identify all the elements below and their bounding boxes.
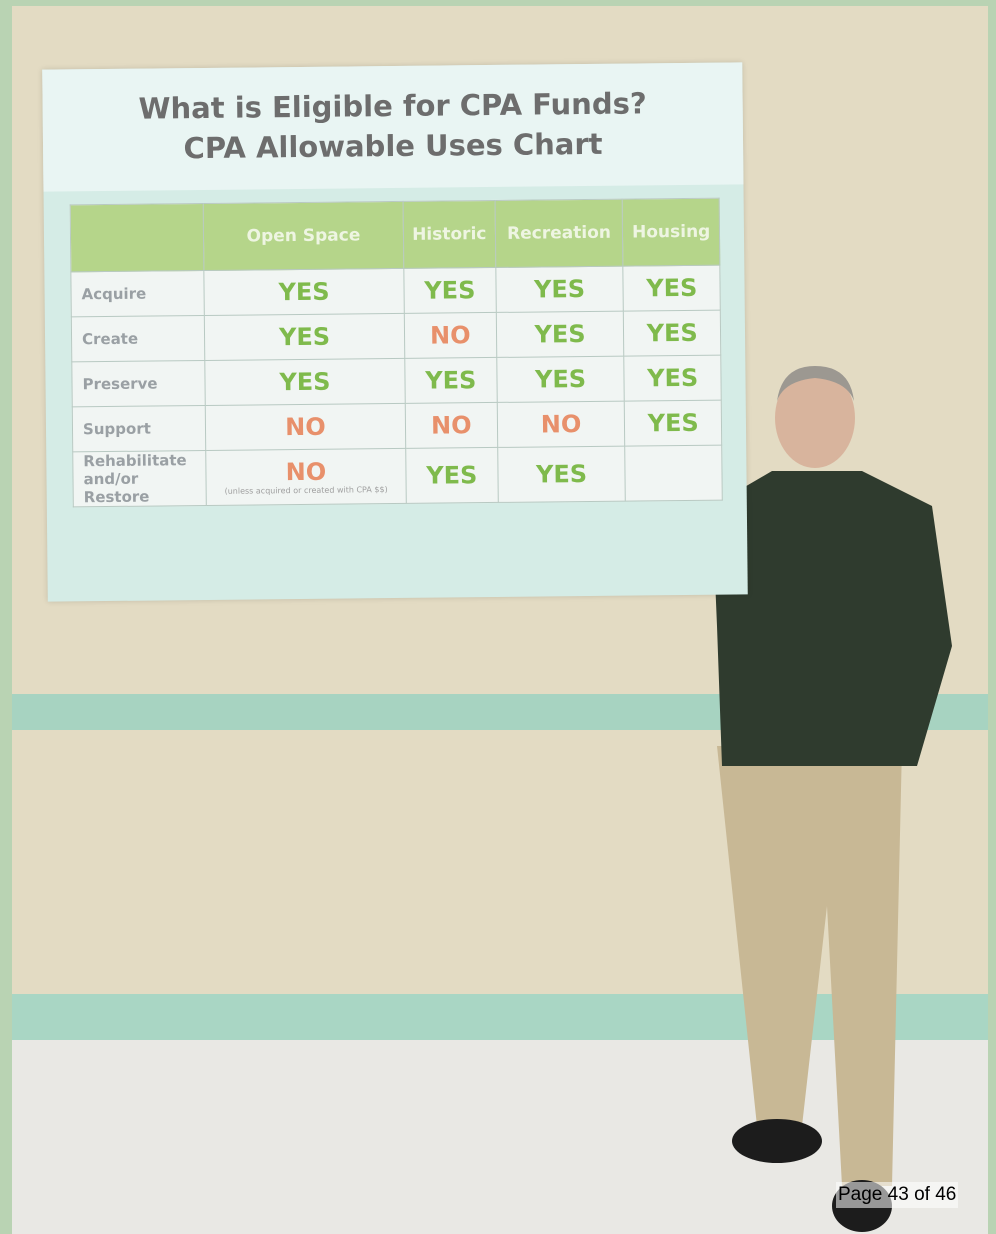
table-cell: YES — [405, 357, 497, 403]
table-cell: YES — [204, 313, 404, 360]
cell-value: YES — [424, 276, 475, 305]
title-line: CPA Allowable Uses Chart — [43, 122, 743, 169]
cell-value: YES — [535, 365, 586, 394]
table-cell: YES — [496, 266, 624, 312]
table-cell: NO — [205, 403, 405, 450]
table-cell: YES — [624, 355, 721, 401]
corner-cell — [70, 204, 204, 272]
table-row: Create YES NO YES YES — [71, 310, 720, 362]
cell-value: YES — [536, 460, 587, 489]
cell-value: NO — [431, 411, 472, 439]
cell-value: YES — [426, 461, 477, 490]
projected-slide: What is Eligible for CPA Funds? CPA Allo… — [42, 62, 748, 601]
table-cell: YES — [623, 265, 720, 311]
table-cell: YES — [496, 356, 624, 402]
cell-value: YES — [646, 274, 697, 303]
table-cell: NO — [497, 401, 625, 447]
column-header: Historic — [403, 200, 495, 268]
cell-value: NO — [285, 413, 326, 441]
table-row: Preserve YES YES YES YES — [72, 355, 721, 407]
row-label: Create — [71, 315, 204, 361]
table-cell: YES — [496, 311, 624, 357]
table-row: Support NO NO NO YES — [72, 400, 721, 452]
cell-value: NO — [286, 458, 327, 486]
table-cell: YES — [204, 268, 404, 315]
page: What is Eligible for CPA Funds? CPA Allo… — [0, 0, 996, 1234]
cell-value: NO — [430, 321, 471, 349]
row-label: Rehabilitate and/or Restore — [73, 450, 207, 506]
cell-value: YES — [425, 366, 476, 395]
table-cell: YES — [624, 310, 721, 356]
row-label: Acquire — [71, 270, 204, 316]
cell-value: YES — [647, 409, 698, 438]
table-cell: YES — [406, 447, 498, 503]
cell-value: YES — [279, 323, 330, 352]
slide-title: What is Eligible for CPA Funds? CPA Allo… — [42, 62, 743, 191]
column-header: Housing — [623, 198, 720, 266]
row-label: Support — [72, 405, 205, 451]
column-header: Open Space — [203, 201, 404, 270]
cell-value: YES — [534, 320, 585, 349]
table-cell: NO — [405, 402, 497, 448]
table-cell: YES — [404, 267, 496, 313]
table-cell: YES — [205, 358, 405, 405]
cell-value: YES — [534, 275, 585, 304]
table-cell: YES — [625, 400, 722, 446]
title-line: What is Eligible for CPA Funds? — [42, 82, 742, 129]
table-cell: NO(unless acquired or created with CPA $… — [206, 448, 407, 505]
row-label: Preserve — [72, 360, 205, 406]
table-cell — [625, 445, 722, 501]
table-row: Acquire YES YES YES YES — [71, 265, 720, 317]
cell-value: YES — [647, 319, 698, 348]
cell-value: YES — [278, 278, 329, 307]
table-cell: YES — [497, 446, 625, 502]
cell-value: NO — [541, 410, 582, 438]
cell-value: YES — [647, 364, 698, 393]
cell-note: (unless acquired or created with CPA $$) — [207, 485, 406, 497]
table-cell: NO — [404, 312, 496, 358]
page-number: Page 43 of 46 — [836, 1182, 958, 1208]
cell-value: YES — [279, 368, 330, 397]
column-header: Recreation — [495, 199, 623, 267]
